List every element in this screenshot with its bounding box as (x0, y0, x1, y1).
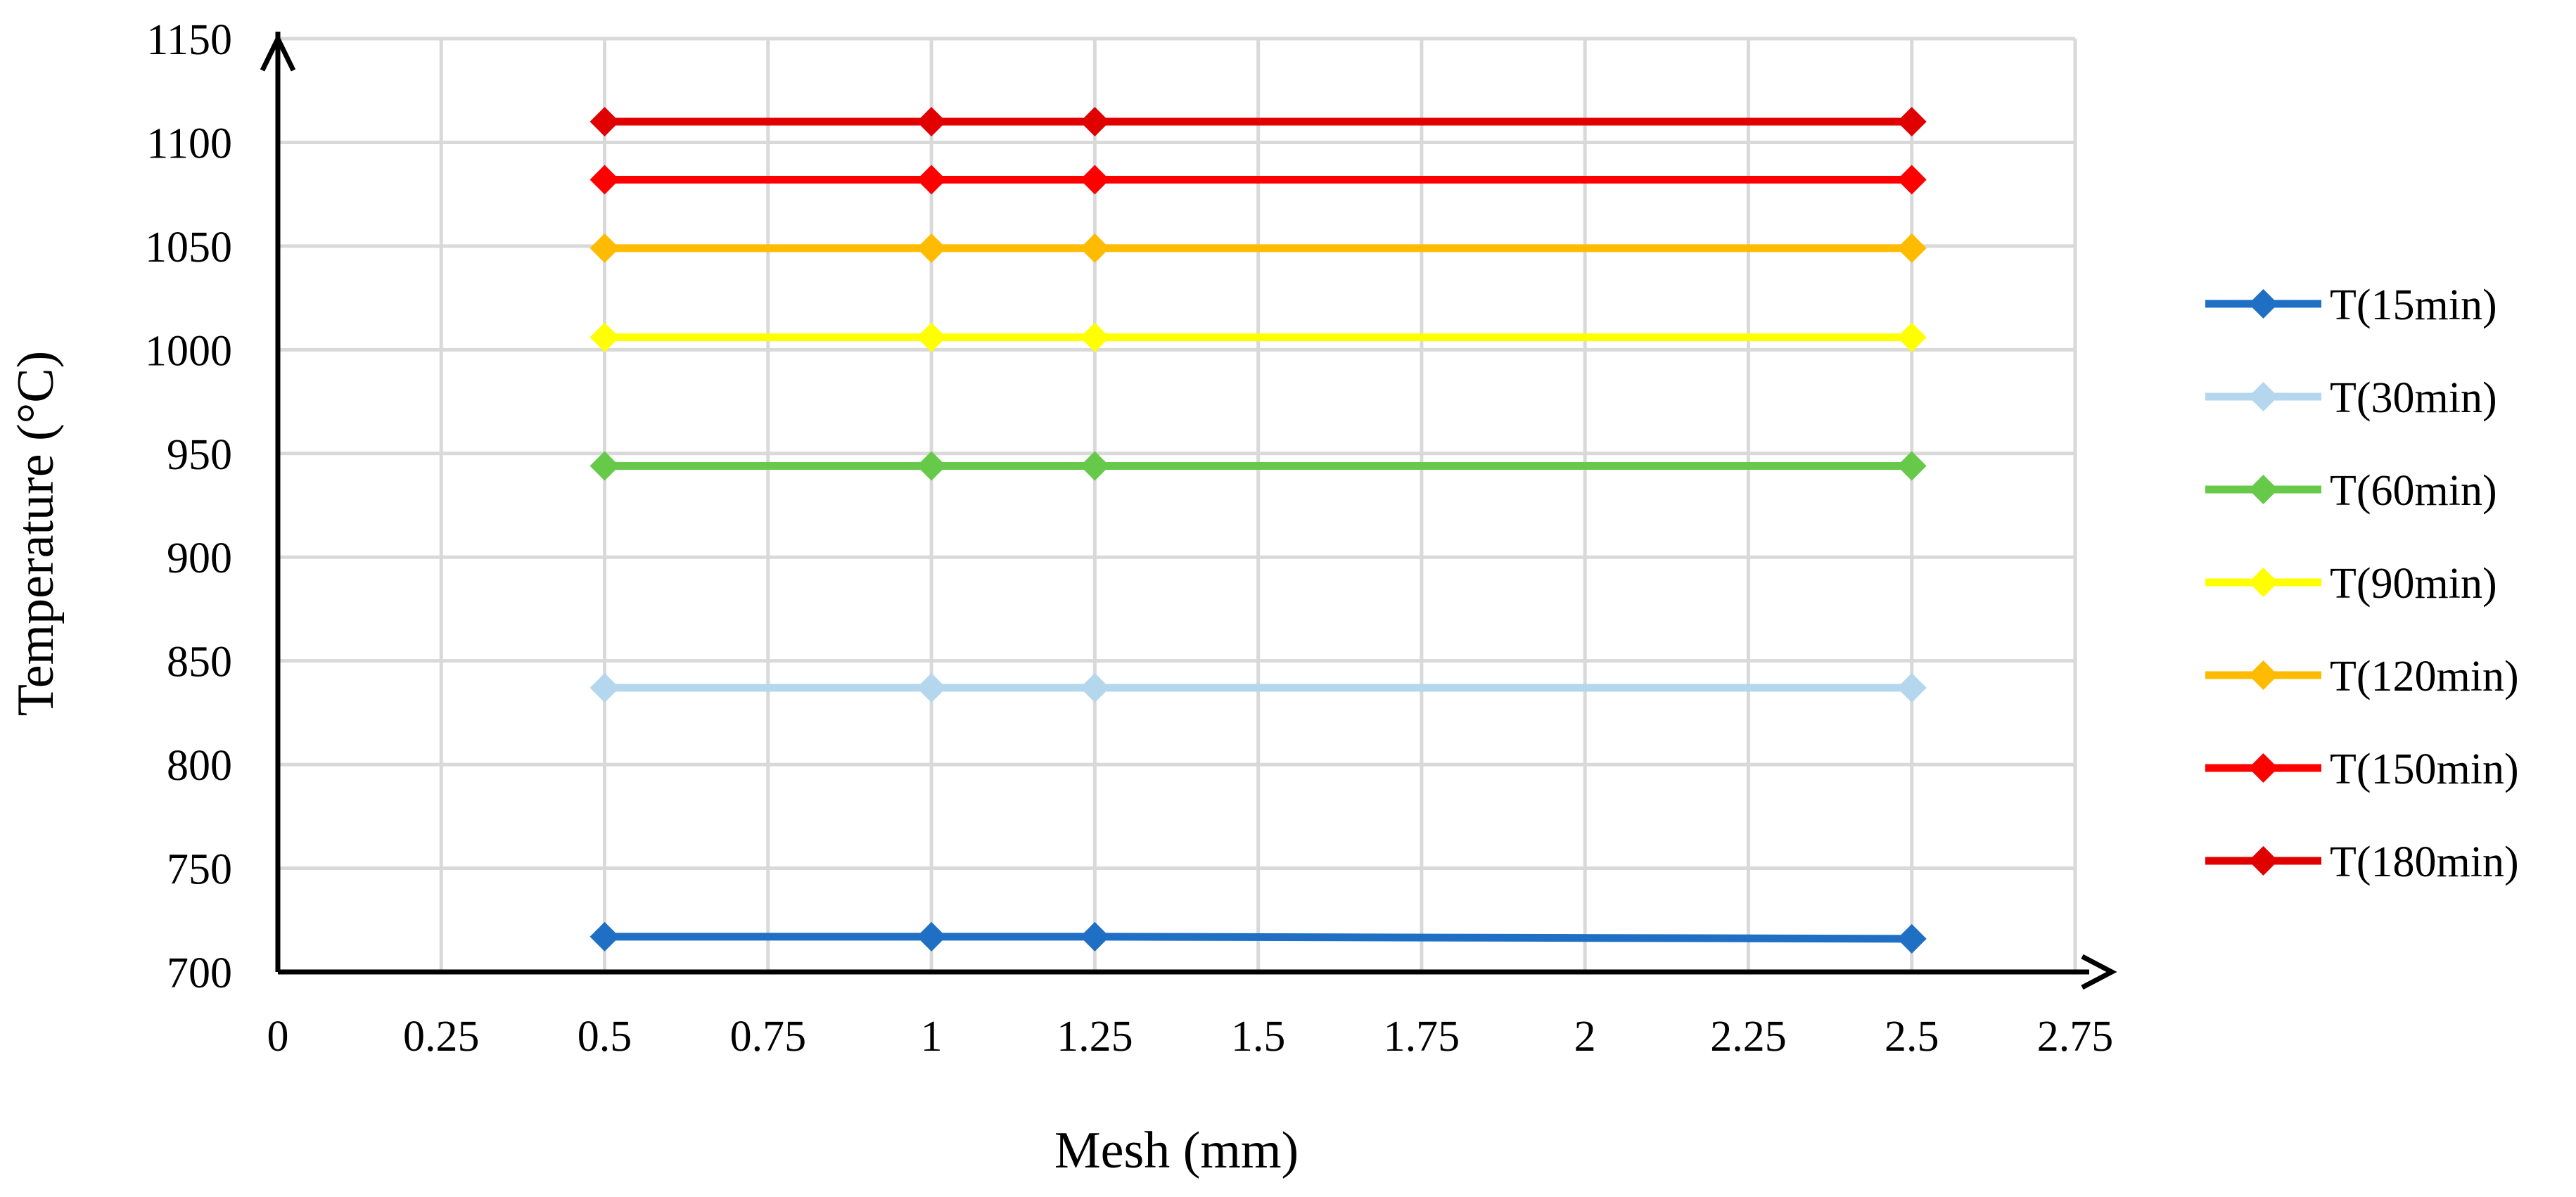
legend-item-2: T(60min) (2205, 467, 2497, 515)
x-tick-label-0: 0 (267, 1013, 289, 1061)
y-tick-label-0: 700 (167, 949, 232, 997)
y-tick-label-3: 850 (167, 639, 232, 686)
data-point-2-1 (917, 451, 947, 481)
legend-swatch-marker (2248, 660, 2278, 690)
data-point-1-1 (917, 673, 947, 703)
data-point-5-1 (917, 165, 947, 195)
legend-item-4: T(120min) (2205, 653, 2519, 700)
data-point-4-3 (1896, 233, 1927, 263)
legend-label: T(150min) (2330, 745, 2519, 793)
y-axis-arrow (260, 33, 296, 72)
y-tick-label-5: 950 (167, 431, 232, 479)
data-point-6-3 (1896, 106, 1927, 136)
data-point-3-0 (589, 322, 620, 352)
series-T(180min) (589, 106, 1927, 136)
data-point-3-3 (1896, 322, 1927, 352)
legend-item-1: T(30min) (2205, 374, 2497, 422)
x-tick-label-7: 1.75 (1384, 1013, 1460, 1061)
legend-label: T(30min) (2330, 374, 2497, 422)
y-tick-label-8: 1100 (146, 120, 232, 167)
series-T(90min) (589, 322, 1927, 352)
x-tick-label-4: 1 (921, 1013, 943, 1061)
data-point-3-2 (1080, 322, 1110, 352)
x-tick-label-10: 2.5 (1885, 1013, 1939, 1061)
legend-label: T(90min) (2330, 560, 2497, 608)
series-T(60min) (589, 451, 1927, 481)
data-point-5-0 (589, 165, 620, 195)
series-T(30min) (589, 673, 1927, 703)
legend-item-6: T(180min) (2205, 838, 2519, 886)
x-tick-label-11: 2.75 (2037, 1013, 2114, 1061)
legend-label: T(60min) (2330, 467, 2497, 515)
legend-swatch-marker (2248, 846, 2278, 876)
y-tick-label-6: 1000 (145, 327, 232, 375)
series-T(15min) (589, 921, 1927, 954)
tick-labels: 0 0.25 0.5 0.75 1 1.25 1.5 1.75 2 2.25 2.5 2.75 700 7… (145, 16, 2113, 1061)
data-point-2-2 (1080, 451, 1110, 481)
legend-swatch-marker (2248, 475, 2278, 504)
data-point-4-1 (917, 233, 947, 263)
data-point-6-0 (589, 106, 620, 136)
x-tick-label-9: 2.25 (1710, 1013, 1787, 1061)
data-point-0-1 (917, 921, 947, 952)
axes (260, 32, 2117, 990)
x-axis-arrow (2081, 954, 2117, 990)
legend: T(15min) T(30min) T(60min) T(90min) T(120min… (2205, 281, 2519, 886)
legend-swatch-marker (2248, 289, 2278, 319)
data-point-5-2 (1080, 165, 1110, 195)
x-tick-label-1: 0.25 (403, 1013, 480, 1061)
data-point-3-1 (917, 322, 947, 352)
legend-label: T(15min) (2330, 281, 2497, 329)
data-point-1-3 (1896, 673, 1927, 703)
data-point-1-0 (589, 673, 620, 703)
series-T(150min) (589, 165, 1927, 195)
y-tick-label-7: 1050 (145, 224, 232, 271)
legend-item-5: T(150min) (2205, 745, 2519, 793)
data-point-0-2 (1080, 921, 1110, 952)
y-tick-label-1: 750 (167, 846, 232, 894)
series-T(120min) (589, 233, 1927, 263)
legend-swatch-marker (2248, 753, 2278, 783)
legend-label: T(120min) (2330, 653, 2519, 700)
x-tick-label-8: 2 (1574, 1013, 1596, 1061)
x-tick-label-6: 1.5 (1231, 1013, 1286, 1061)
series-layer (589, 106, 1927, 954)
data-point-4-2 (1080, 233, 1110, 263)
legend-label: T(180min) (2330, 838, 2519, 886)
x-tick-label-5: 1.25 (1057, 1013, 1133, 1061)
data-point-6-2 (1080, 106, 1110, 136)
data-point-2-0 (589, 451, 620, 481)
series-line-0 (604, 933, 1912, 943)
x-tick-label-3: 0.75 (730, 1013, 807, 1061)
y-tick-label-2: 800 (167, 742, 232, 790)
data-point-4-0 (589, 233, 620, 263)
data-point-6-1 (917, 106, 947, 136)
data-point-0-0 (589, 921, 620, 952)
legend-item-3: T(90min) (2205, 560, 2497, 608)
data-point-2-3 (1896, 451, 1927, 481)
legend-item-0: T(15min) (2205, 281, 2497, 329)
y-tick-label-9: 1150 (146, 16, 232, 64)
legend-swatch-marker (2248, 568, 2278, 597)
data-point-1-2 (1080, 673, 1110, 703)
x-tick-label-2: 0.5 (578, 1013, 632, 1061)
data-point-0-3 (1896, 923, 1927, 954)
x-axis-title: Mesh (mm) (1054, 1122, 1299, 1179)
data-point-5-3 (1896, 165, 1927, 195)
y-axis-title: Temperature (°C) (7, 351, 65, 717)
y-tick-label-4: 900 (167, 535, 232, 582)
legend-swatch-marker (2248, 382, 2278, 411)
